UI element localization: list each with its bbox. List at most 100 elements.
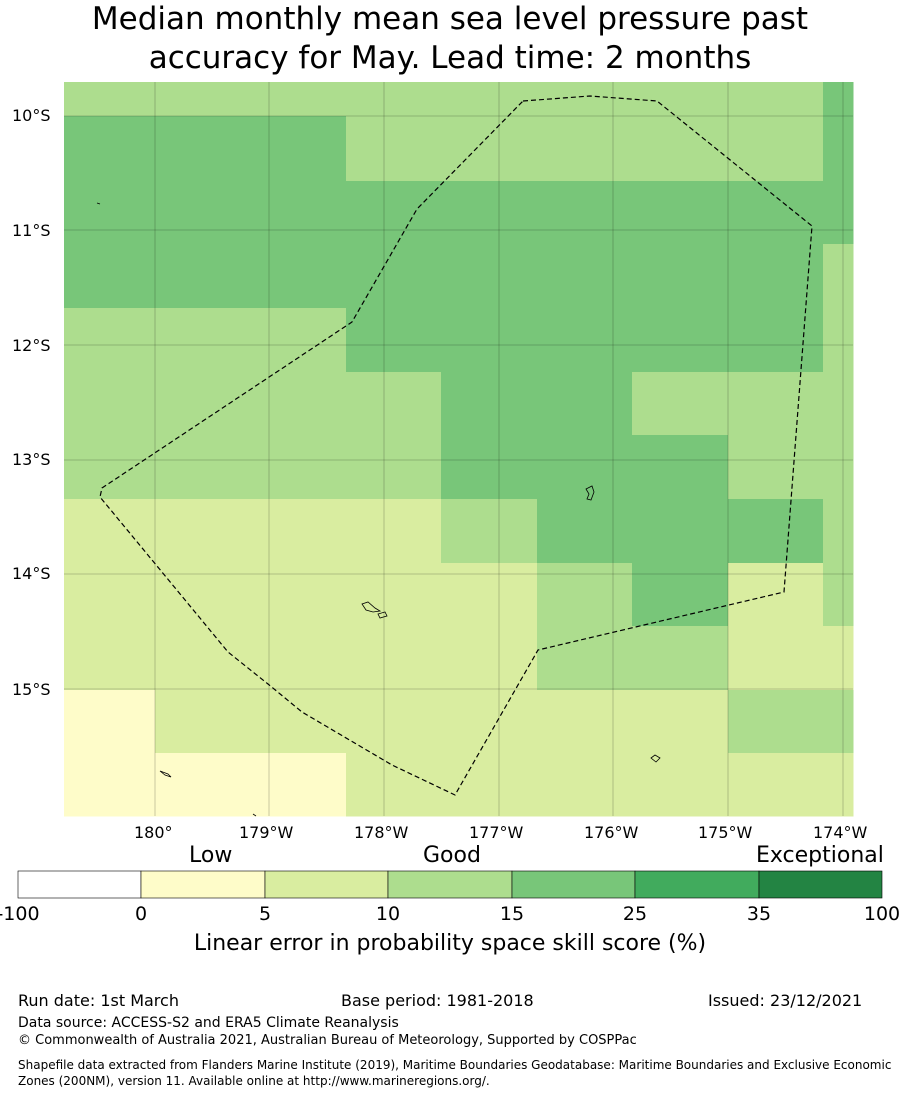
- colorbar-tick: 15: [499, 903, 525, 925]
- skill-cell: [155, 753, 251, 817]
- colorbar-tick: 10: [375, 903, 401, 925]
- colorbar-word-good: Good: [423, 843, 481, 868]
- skill-cell: [537, 116, 633, 182]
- skill-cell: [728, 308, 824, 373]
- skill-cell: [537, 435, 633, 500]
- skill-cell: [250, 308, 347, 373]
- skill-cell: [250, 563, 347, 627]
- colorbar: [17, 870, 883, 899]
- skill-cells: [64, 82, 854, 817]
- skill-cell: [537, 244, 633, 309]
- skill-cell: [632, 435, 729, 500]
- skill-cell: [537, 372, 633, 436]
- skill-cell: [441, 690, 538, 754]
- skill-cell: [64, 116, 156, 182]
- skill-cell: [346, 753, 442, 817]
- skill-cell: [155, 690, 251, 754]
- skill-cell: [346, 626, 442, 691]
- skill-cell: [728, 372, 824, 436]
- colorbar-label: Linear error in probability space skill …: [193, 931, 707, 956]
- skill-cell: [64, 181, 156, 245]
- skill-cell: [346, 435, 442, 500]
- skill-cell: [441, 626, 538, 691]
- skill-cell: [64, 690, 156, 754]
- skill-cell: [823, 116, 854, 182]
- island-outline: [377, 611, 388, 619]
- skill-cell: [537, 82, 633, 117]
- skill-cell: [728, 563, 824, 627]
- lat-label: 11°S: [12, 221, 51, 240]
- lat-label: 12°S: [12, 336, 51, 355]
- island-outline: [650, 754, 661, 763]
- lon-label: 179°W: [239, 823, 294, 842]
- island-outline: [361, 601, 382, 613]
- lat-label: 14°S: [12, 564, 51, 583]
- eez-boundary: [99, 95, 813, 796]
- shapefile-credit: Shapefile data extracted from Flanders M…: [18, 1058, 892, 1088]
- skill-cell: [537, 181, 633, 245]
- colorbar-tick: 0: [134, 903, 148, 925]
- skill-cell: [346, 244, 442, 309]
- skill-cell: [346, 181, 442, 245]
- graticule: [64, 82, 853, 816]
- skill-cell: [250, 372, 347, 436]
- skill-cell: [64, 372, 156, 436]
- colorbar-segment: [387, 870, 513, 899]
- skill-cell: [823, 308, 854, 373]
- skill-cell: [441, 753, 538, 817]
- skill-cell: [155, 116, 251, 182]
- skill-cell: [250, 116, 347, 182]
- skill-cell: [64, 626, 156, 691]
- colorbar-tick: 25: [622, 903, 648, 925]
- skill-cell: [537, 563, 633, 627]
- skill-cell: [728, 244, 824, 309]
- skill-cell: [346, 82, 442, 117]
- skill-cell: [441, 308, 538, 373]
- lon-label: 174°W: [813, 823, 868, 842]
- colorbar-tick: -100: [0, 903, 40, 925]
- skill-cell: [441, 499, 538, 564]
- colorbar-tick: 5: [258, 903, 272, 925]
- skill-cell: [632, 626, 729, 691]
- lon-label: 176°W: [584, 823, 639, 842]
- issued-date: Issued: 23/12/2021: [708, 991, 863, 1010]
- skill-cell: [250, 753, 347, 817]
- skill-cell: [155, 563, 251, 627]
- skill-cell: [823, 499, 854, 564]
- skill-cell: [64, 753, 156, 817]
- island-outline: [96, 202, 101, 205]
- skill-cell: [250, 181, 347, 245]
- skill-cell: [155, 499, 251, 564]
- lat-label: 10°S: [12, 106, 51, 125]
- skill-cell: [537, 308, 633, 373]
- map-title: Median monthly mean sea level pressure p…: [0, 0, 900, 78]
- skill-cell: [441, 82, 538, 117]
- skill-cell: [632, 753, 729, 817]
- skill-cell: [823, 181, 854, 245]
- skill-cell: [250, 244, 347, 309]
- skill-cell: [64, 563, 156, 627]
- skill-cell: [64, 244, 156, 309]
- skill-cell: [823, 435, 854, 500]
- skill-cell: [632, 181, 729, 245]
- colorbar-word-low: Low: [189, 843, 233, 868]
- skill-cell: [537, 690, 633, 754]
- skill-cell: [441, 435, 538, 500]
- skill-cell: [823, 82, 854, 117]
- skill-cell: [632, 563, 729, 627]
- skill-cell: [64, 82, 156, 117]
- skill-cell: [346, 116, 442, 182]
- lon-label: 177°W: [469, 823, 524, 842]
- colorbar-segment: [17, 870, 142, 899]
- data-source: Data source: ACCESS-S2 and ERA5 Climate …: [18, 1015, 399, 1031]
- skill-cell: [728, 181, 824, 245]
- skill-cell: [441, 372, 538, 436]
- skill-cell: [250, 626, 347, 691]
- skill-cell: [441, 563, 538, 627]
- skill-cell: [537, 499, 633, 564]
- skill-cell: [632, 690, 729, 754]
- skill-cell: [632, 372, 729, 436]
- skill-cell: [346, 690, 442, 754]
- island-outline: [585, 485, 595, 501]
